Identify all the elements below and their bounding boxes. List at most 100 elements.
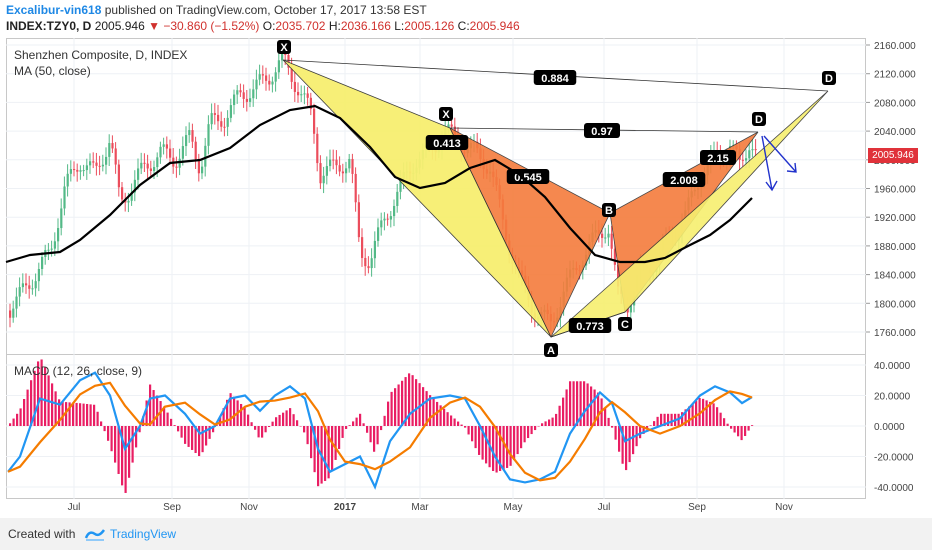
candle-body — [204, 145, 207, 167]
candle-body — [194, 141, 197, 160]
candle-body — [89, 161, 92, 166]
macd-histogram-bar — [705, 400, 708, 426]
macd-histogram-bar — [481, 426, 484, 460]
high-value: 2036.166 — [340, 19, 391, 33]
macd-histogram-bar — [684, 409, 687, 426]
candle-body — [223, 126, 226, 128]
macd-histogram-bar — [376, 426, 379, 445]
pattern-point-label: D — [825, 73, 833, 85]
candle-body — [245, 98, 248, 102]
macd-histogram-bar — [663, 413, 666, 426]
candle-body — [207, 124, 210, 146]
macd-histogram-bar — [338, 426, 341, 449]
macd-histogram-bar — [264, 426, 267, 433]
macd-histogram-bar — [418, 383, 421, 426]
macd-histogram-bar — [366, 426, 369, 433]
macd-histogram-bar — [44, 367, 47, 426]
candle-body — [386, 218, 389, 220]
price-tick-label: 2080.000 — [874, 98, 916, 109]
macd-histogram-bar — [712, 403, 715, 426]
time-tick-label: Nov — [775, 502, 793, 513]
tradingview-logo-icon — [84, 529, 106, 541]
macd-histogram-bar — [226, 399, 229, 426]
candle-body — [226, 117, 229, 127]
candle-body — [217, 114, 220, 122]
candle-body — [37, 269, 40, 282]
candle-body — [361, 237, 364, 258]
macd-histogram-bar — [534, 426, 537, 431]
chart-frame[interactable] — [6, 38, 866, 499]
macd-histogram-bar — [152, 390, 155, 426]
candle-body — [313, 108, 316, 134]
macd-histogram-bar — [716, 407, 719, 426]
macd-histogram-bar — [485, 426, 488, 464]
macd-histogram-bar — [527, 426, 530, 439]
macd-histogram-bar — [394, 388, 397, 426]
macd-histogram-bar — [194, 426, 197, 454]
macd-histogram-bar — [149, 384, 152, 426]
macd-histogram-bar — [520, 426, 523, 449]
symbol-label: INDEX:TZY0, D — [6, 19, 92, 33]
candle-body — [373, 240, 376, 259]
candle-body — [306, 93, 309, 98]
macd-histogram-bar — [124, 426, 127, 493]
macd-histogram-bar — [653, 421, 656, 426]
ratio-label: 0.773 — [576, 321, 604, 333]
macd-histogram-bar — [282, 412, 285, 426]
candle-body — [76, 169, 79, 172]
macd-histogram-bar — [737, 426, 740, 437]
macd-histogram-bar — [733, 426, 736, 433]
macd-histogram-bar — [243, 407, 246, 426]
macd-histogram-bar — [702, 398, 705, 426]
time-tick-label: Sep — [163, 502, 181, 513]
macd-histogram-bar — [58, 399, 61, 426]
macd-histogram-bar — [562, 397, 565, 426]
macd-histogram-bar — [296, 420, 299, 426]
macd-histogram-bar — [170, 418, 173, 426]
macd-histogram-bar — [68, 402, 71, 426]
down-right-arrow-icon — [763, 135, 797, 173]
ratio-label-bg — [568, 318, 612, 333]
time-tick-label: Nov — [240, 502, 258, 513]
price-tick-label: 1960.000 — [874, 185, 916, 196]
pane-separator[interactable] — [6, 354, 866, 355]
macd-histogram-bar — [383, 415, 386, 426]
candle-body — [351, 158, 354, 174]
pattern-point-label: B — [605, 205, 613, 217]
current-price-tag: 2005.946 — [868, 148, 918, 163]
macd-histogram-bar — [719, 412, 722, 426]
tradingview-brand-link[interactable]: TradingView — [110, 527, 177, 541]
macd-histogram-bar — [387, 401, 390, 426]
macd-histogram-bar — [26, 389, 29, 426]
candle-body — [162, 144, 165, 147]
candle-body — [191, 130, 194, 142]
macd-histogram-bar — [558, 405, 561, 426]
macd-histogram-bar — [611, 426, 614, 428]
macd-histogram-bar — [173, 425, 176, 426]
macd-histogram-bar — [271, 421, 274, 426]
candle-body — [201, 166, 204, 174]
macd-histogram-bar — [275, 417, 278, 426]
last-price: 2005.946 — [94, 19, 145, 33]
candle-body — [277, 60, 280, 73]
macd-histogram-bar — [649, 425, 652, 426]
candle-body — [121, 187, 124, 200]
macd-histogram-bar — [642, 426, 645, 434]
price-tick-label: 1920.000 — [874, 213, 916, 224]
macd-histogram-bar — [156, 395, 159, 426]
candle-body — [255, 79, 258, 90]
macd-histogram-bar — [324, 426, 327, 481]
macd-histogram-bar — [478, 426, 481, 455]
author-link[interactable]: Excalibur-vin618 — [6, 3, 102, 17]
macd-histogram-bar — [446, 412, 449, 426]
macd-histogram-bar — [289, 408, 292, 426]
candle-body — [133, 179, 136, 193]
macd-histogram-bar — [299, 426, 302, 427]
candle-body — [149, 168, 152, 171]
macd-histogram-bar — [670, 413, 673, 426]
main-pane-title: Shenzhen Composite, D, INDEX — [14, 48, 188, 62]
candle-body — [271, 81, 274, 85]
price-tick-label: 1840.000 — [874, 271, 916, 282]
